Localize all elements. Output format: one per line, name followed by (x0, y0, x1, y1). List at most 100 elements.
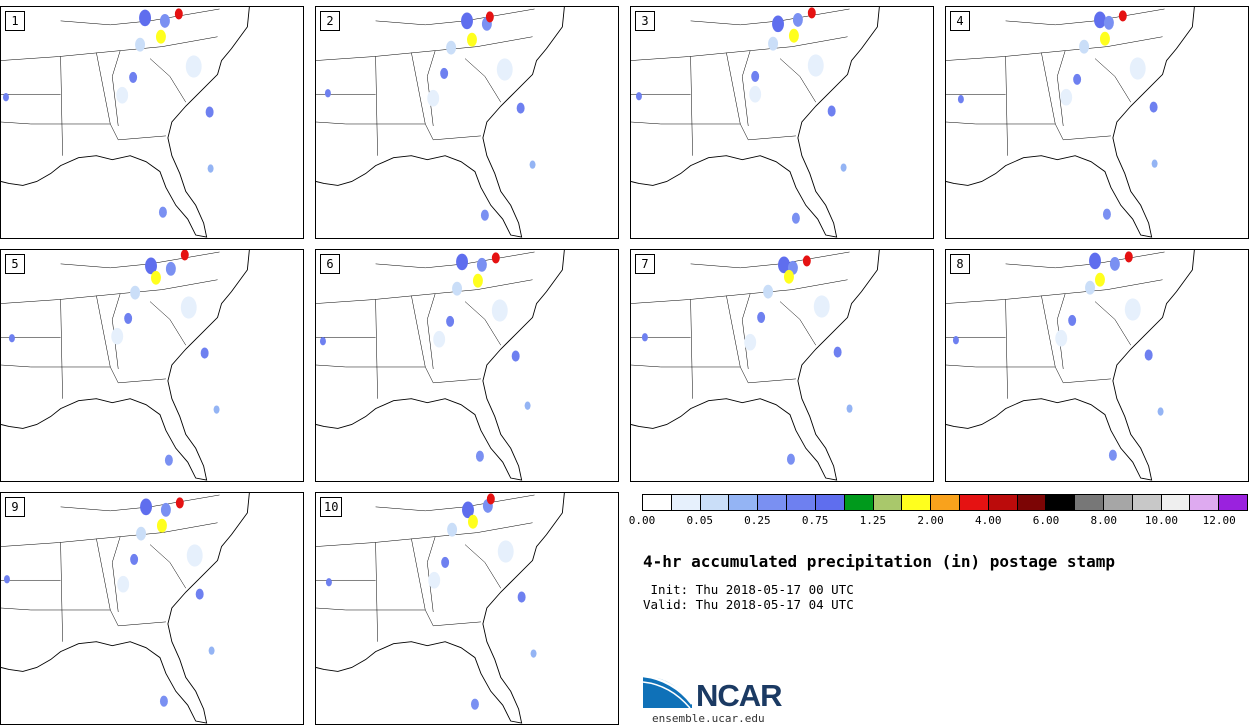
precip-cell (111, 327, 124, 345)
precip-cell (1124, 298, 1141, 321)
precip-cell (1149, 101, 1158, 113)
map-svg (316, 493, 565, 724)
precip-cell (485, 11, 494, 23)
colorbar-tick: 0.25 (744, 514, 771, 527)
map-boundary-line (411, 295, 426, 368)
precip-cell (744, 333, 757, 351)
precip-cell (496, 58, 513, 81)
init-time: Init: Thu 2018-05-17 00 UTC (643, 582, 854, 597)
map-boundary-line (690, 8, 850, 26)
map-boundary-line (1, 607, 166, 627)
map-svg (1, 250, 250, 481)
map-boundary-line (690, 251, 850, 269)
map-boundary-line (464, 301, 501, 346)
map-boundary-line (316, 522, 533, 547)
precip-cell (440, 67, 449, 79)
precip-cell (116, 86, 129, 104)
colorbar-cell (1075, 495, 1104, 510)
precip-cell (159, 13, 170, 28)
map-boundary-line (316, 250, 565, 481)
precip-cell (763, 284, 774, 299)
precip-cell (160, 502, 171, 517)
precip-cell (180, 296, 197, 319)
map-boundary-line (1005, 8, 1165, 26)
precip-cell (1144, 349, 1153, 361)
map-boundary-line (149, 301, 186, 346)
precip-cell (456, 253, 468, 271)
precip-cell (751, 70, 760, 82)
precip-cell (1151, 159, 1158, 168)
precip-cell (480, 209, 489, 221)
map-svg (1, 493, 250, 724)
precip-cell (174, 8, 183, 20)
precip-cell (807, 54, 824, 77)
map-boundary-line (411, 538, 426, 611)
map-boundary-line (779, 58, 816, 103)
precip-cell (475, 450, 484, 462)
colorbar-tick: 1.25 (859, 514, 887, 527)
precip-cell (1118, 10, 1127, 22)
member-panel-6: 6 (315, 249, 619, 482)
ncar-swoosh-icon (642, 674, 693, 709)
precip-cell (1060, 88, 1073, 106)
colorbar-tick: 0.00 (628, 514, 656, 527)
map-boundary-line (112, 50, 121, 126)
precip-cell (180, 250, 189, 261)
precip-cell (1089, 252, 1101, 270)
map-boundary-line (690, 56, 693, 156)
map-boundary-line (1, 250, 250, 481)
precip-cell (1094, 11, 1106, 29)
colorbar-cell (1046, 495, 1076, 510)
map-boundary-line (726, 52, 741, 125)
map-svg (631, 250, 880, 481)
precip-cell (205, 106, 214, 118)
precip-cell (846, 404, 853, 413)
precip-cell (117, 575, 130, 593)
precip-cell (200, 347, 209, 359)
precip-cell (139, 9, 152, 27)
precip-cell (1157, 407, 1164, 416)
map-svg (316, 250, 565, 481)
member-panel-2: 2 (315, 6, 619, 239)
precip-cell (186, 544, 203, 567)
map-boundary-line (149, 58, 186, 103)
precip-cell (164, 454, 173, 466)
colorbar-tick: 0.75 (801, 514, 829, 527)
map-boundary-line (60, 8, 220, 26)
map-boundary-line (1, 493, 250, 724)
ncar-logo: NCAR ensemble.ucar.edu (642, 672, 802, 725)
precip-cell (467, 32, 477, 47)
map-boundary-line (464, 58, 501, 103)
precip-cell (151, 270, 161, 285)
precip-cell (749, 85, 762, 103)
map-boundary-line (946, 250, 1195, 481)
precip-cell (1102, 208, 1111, 220)
map-boundary-line (96, 538, 111, 611)
map-boundary-line (375, 494, 535, 512)
precip-cell (140, 498, 152, 516)
map-boundary-line (1, 279, 218, 304)
precip-cell (1095, 272, 1105, 287)
map-boundary-line (1, 7, 250, 238)
map-boundary-line (427, 293, 436, 369)
map-boundary-line (690, 299, 693, 399)
precip-cell (1073, 73, 1082, 85)
precip-cell (156, 518, 167, 533)
ensemble-url: ensemble.ucar.edu (652, 712, 765, 725)
precip-cell (155, 29, 166, 44)
colorbar-cell (729, 495, 759, 510)
member-panel-8: 8 (945, 249, 1249, 482)
map-boundary-line (742, 50, 751, 126)
precip-cell (757, 311, 766, 323)
precip-cell (208, 646, 215, 655)
precip-cell (792, 12, 803, 27)
plot-title: 4-hr accumulated precipitation (in) post… (643, 552, 1116, 571)
map-boundary-line (149, 544, 186, 589)
precip-cell (428, 571, 441, 589)
map-boundary-line (375, 56, 378, 156)
precip-cell (446, 40, 457, 55)
map-boundary-line (1005, 251, 1165, 269)
colorbar-cell (643, 495, 672, 510)
map-svg (946, 7, 1195, 238)
member-panel-3: 3 (630, 6, 934, 239)
